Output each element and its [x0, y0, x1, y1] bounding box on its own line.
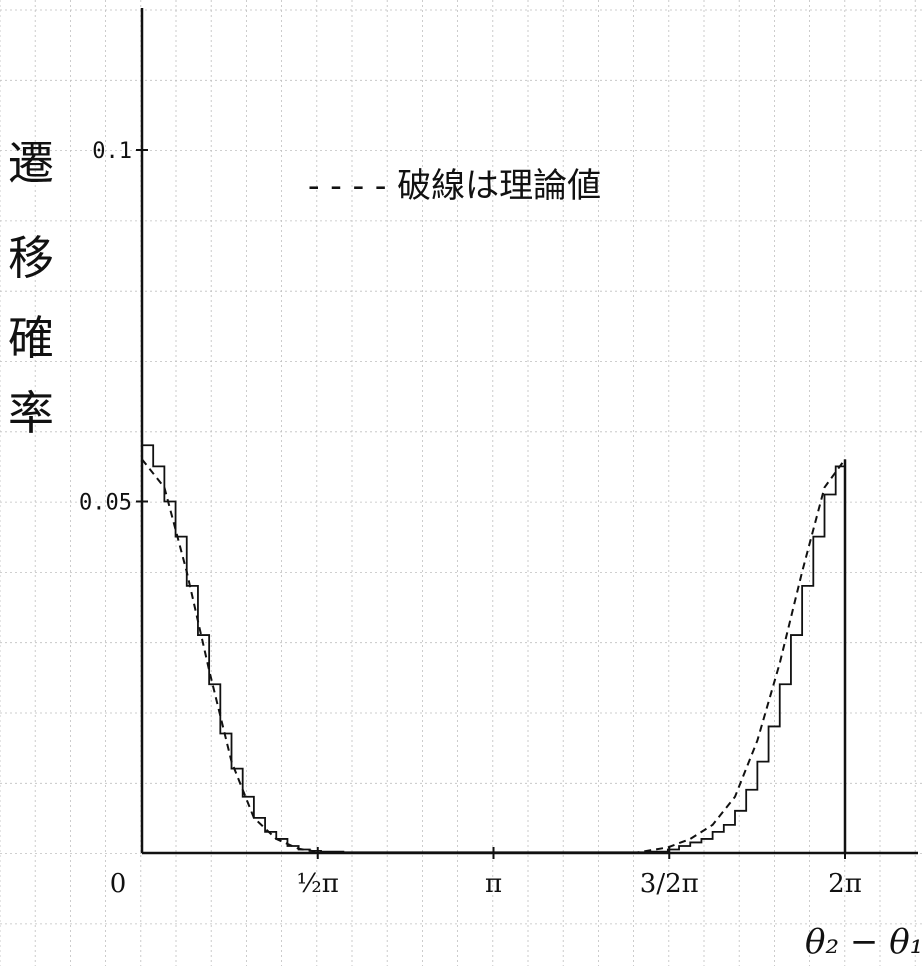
x-tick-label: 3/2π [640, 869, 699, 899]
x-tick-label: π [485, 869, 502, 899]
x-axis-label: θ₂ − θ₁ [805, 922, 923, 962]
annotation-legend: - - - - 破線は理論値 [308, 166, 601, 206]
y-axis-label-char: 確 [8, 311, 54, 365]
y-axis-label-char: 遷 [8, 136, 54, 190]
x-tick-label: 2π [828, 869, 862, 899]
y-tick-label: 0.1 [92, 139, 132, 164]
y-tick-label: 0.05 [79, 491, 132, 516]
y-axis-label-char: 率 [8, 386, 54, 440]
x-tick-label: 0 [110, 869, 127, 899]
x-tick-label: ½π [297, 869, 339, 899]
y-axis-label-char: 移 [8, 231, 54, 285]
